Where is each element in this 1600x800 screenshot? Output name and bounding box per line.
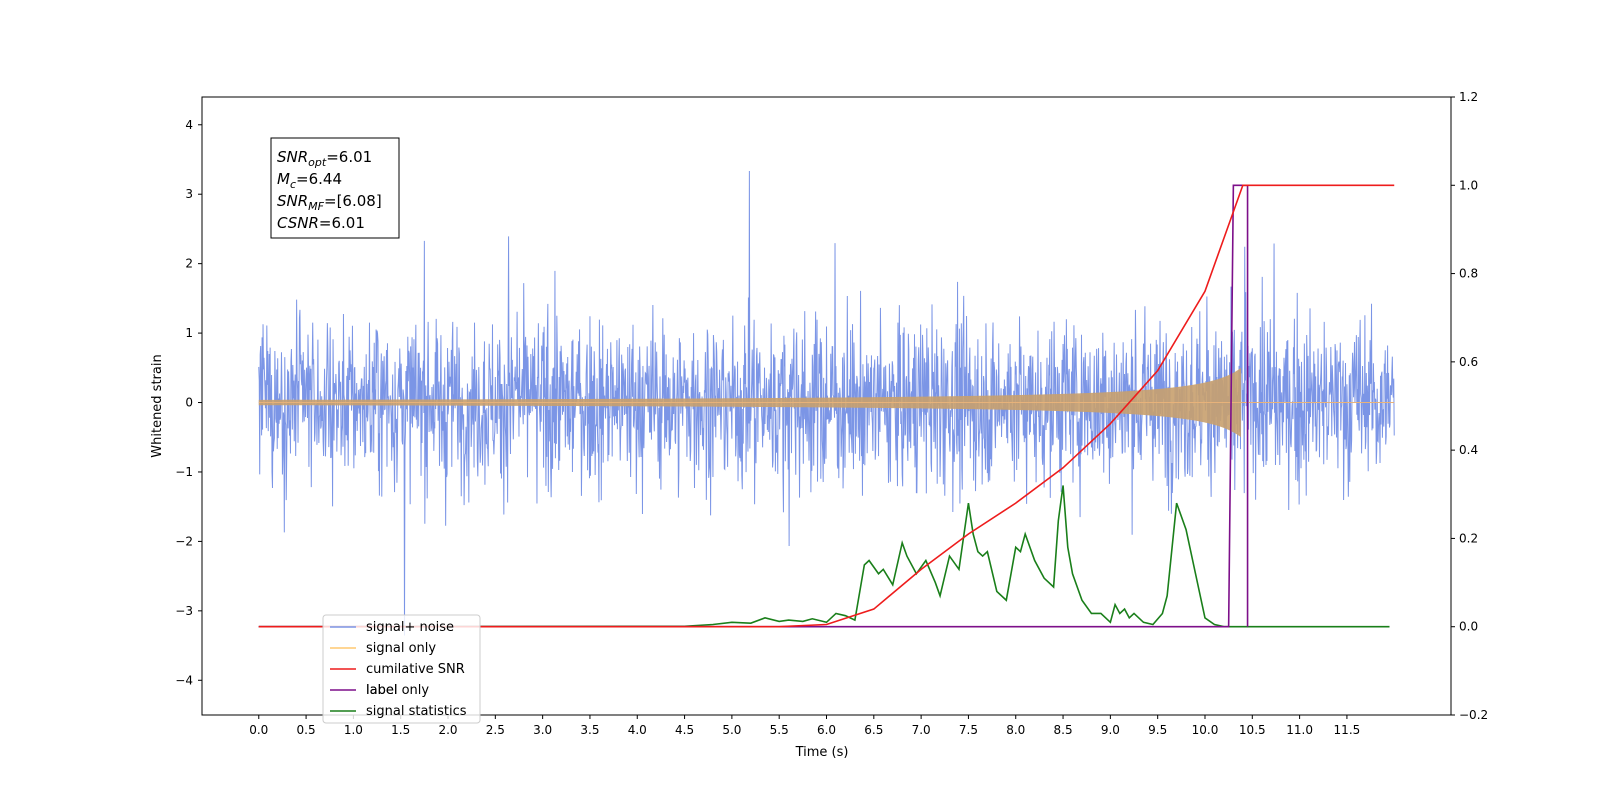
y-left-tick-label: 0: [185, 396, 193, 410]
y-right-tick-label: 0.6: [1459, 355, 1478, 369]
legend-label: signal+ noise: [366, 620, 454, 635]
y-left-tick-label: −2: [175, 534, 193, 548]
annotation-subscript: opt: [308, 156, 327, 169]
x-tick-label: 0.5: [297, 723, 316, 737]
y-right-tick-label: 1.0: [1459, 178, 1478, 192]
legend-entry: label: [330, 683, 397, 698]
y-right-tick-label: 1.2: [1459, 90, 1478, 104]
x-tick-label: 6.5: [864, 723, 883, 737]
annotation-value: =6.01: [326, 148, 372, 166]
annotation-subscript: MF: [308, 200, 324, 213]
annotation-line: SNRMF=[6.08]: [277, 192, 382, 213]
annotation-frame: [270, 137, 400, 239]
y-right-tick-label: 0.2: [1459, 531, 1478, 545]
x-tick-label: 1.5: [391, 723, 410, 737]
legend-entry: label only: [366, 683, 429, 698]
y-right-tick-label: 0.8: [1459, 267, 1478, 281]
cumulative-snr-line: [258, 184, 1395, 628]
x-tick-label: 0.0: [249, 723, 268, 737]
signal-statistics-line: [258, 485, 1390, 628]
y-right-tick-label: 0.0: [1459, 620, 1478, 634]
right-axis-series: [258, 184, 1395, 628]
x-tick-label: 10.5: [1239, 723, 1266, 737]
y-left-tick-label: 3: [185, 187, 193, 201]
y-axis-right: 1.2 1.0 0.8 0.6 0.4 0.2 0.0 −0.2: [1451, 90, 1488, 722]
x-tick-label: 6.0: [817, 723, 836, 737]
legend-label-ghost: label only: [366, 683, 429, 698]
legend-entry: cumilative SNR: [330, 662, 465, 677]
y-left-tick-label: −3: [175, 604, 193, 618]
series-signal-only: [258, 367, 1395, 438]
y-left-tick-label: 1: [185, 326, 193, 340]
annotation-symbol: SNR: [277, 192, 308, 210]
x-tick-label: 2.5: [486, 723, 505, 737]
x-tick-label: 2.0: [438, 723, 457, 737]
annotation-symbol: M: [277, 170, 290, 188]
legend-frame: [322, 614, 481, 724]
y-left-tick-label: −4: [175, 673, 193, 687]
x-tick-label: 7.0: [912, 723, 931, 737]
y-left-tick-label: 4: [185, 118, 193, 132]
y-axis-label: Whitened strain: [150, 354, 165, 457]
annotation-value: =[6.08]: [324, 192, 382, 210]
legend-label: label: [366, 683, 397, 698]
x-tick-label: 1.0: [344, 723, 363, 737]
x-tick-label: 7.5: [959, 723, 978, 737]
x-tick-label: 5.5: [770, 723, 789, 737]
x-axis-label: Time (s): [795, 745, 849, 760]
legend-entry: signal+ noise: [330, 620, 454, 635]
annotation-value: =6.01: [319, 214, 365, 232]
legend-entry: signal statistics: [330, 704, 467, 719]
x-tick-label: 9.0: [1101, 723, 1120, 737]
x-tick-label: 4.0: [628, 723, 647, 737]
x-tick-label: 11.5: [1334, 723, 1361, 737]
legend-label: signal only: [366, 641, 436, 656]
x-tick-label: 10.0: [1192, 723, 1219, 737]
x-tick-label: 3.5: [580, 723, 599, 737]
y-right-tick-label: −0.2: [1459, 708, 1488, 722]
y-axis-left: 4 3 2 1 0 −1 −2 −3 −4: [175, 118, 202, 687]
x-tick-label: 9.5: [1148, 723, 1167, 737]
annotation-value: =6.44: [296, 170, 342, 188]
x-axis: 0.0 0.5 1.0 1.5 2.0 2.5 3.0 3.5 4.0 4.5 5.0 5.5 6.0 6…: [249, 715, 1360, 737]
x-tick-label: 8.0: [1006, 723, 1025, 737]
annotation-line: Mc=6.44: [277, 170, 342, 191]
annotation-symbol: SNR: [277, 148, 308, 166]
x-tick-label: 5.0: [722, 723, 741, 737]
annotation-symbol: CSNR: [277, 214, 319, 232]
legend-label: cumilative SNR: [366, 662, 465, 677]
annotation-line: SNRopt=6.01: [277, 148, 372, 169]
annotation-subscript: c: [290, 178, 296, 191]
y-left-tick-label: −1: [175, 465, 193, 479]
legend-entry: signal only: [330, 641, 436, 656]
x-tick-label: 4.5: [675, 723, 694, 737]
plot-area: [258, 171, 1395, 636]
legend-label: signal statistics: [366, 704, 467, 719]
legend: signal+ noise signal only cumilative SNR la…: [322, 614, 481, 724]
annotation-line: CSNR=6.01: [277, 214, 365, 232]
x-tick-label: 3.0: [533, 723, 552, 737]
x-tick-label: 8.5: [1054, 723, 1073, 737]
x-tick-label: 11.0: [1286, 723, 1313, 737]
y-left-tick-label: 2: [185, 257, 193, 271]
y-right-tick-label: 0.4: [1459, 443, 1478, 457]
